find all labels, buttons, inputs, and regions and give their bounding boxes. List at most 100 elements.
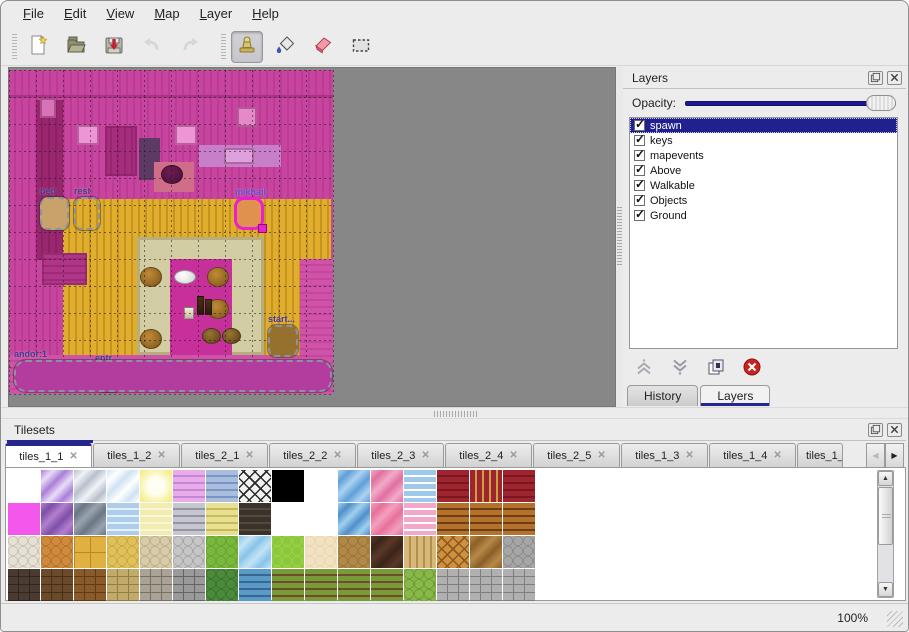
open-file-button[interactable]	[60, 31, 92, 63]
tile[interactable]	[338, 536, 370, 568]
tile[interactable]	[140, 536, 172, 568]
tile[interactable]	[173, 536, 205, 568]
layer-row-walkable[interactable]: ✓ Walkable	[630, 177, 897, 193]
close-panel-button[interactable]	[887, 70, 902, 85]
tile[interactable]	[437, 569, 469, 601]
tileset-tab-tiles_1_1[interactable]: tiles_1_1 ✕	[5, 443, 92, 468]
tile[interactable]	[338, 569, 370, 601]
tile[interactable]	[41, 569, 73, 601]
tile[interactable]	[470, 569, 502, 601]
raise-layer-button[interactable]	[633, 358, 655, 380]
close-tab-icon[interactable]: ✕	[157, 450, 166, 461]
layer-visibility-checkbox[interactable]: ✓	[634, 147, 645, 161]
lower-layer-button[interactable]	[669, 358, 691, 380]
opacity-slider-track[interactable]	[685, 101, 896, 106]
map-object-bed[interactable]: bed	[40, 186, 69, 230]
tile[interactable]	[470, 536, 502, 568]
toolbar-grip[interactable]	[12, 34, 17, 60]
tile[interactable]	[8, 536, 40, 568]
tile[interactable]	[272, 503, 304, 535]
menu-map[interactable]: Map	[154, 5, 180, 21]
float-panel-button[interactable]	[868, 422, 883, 437]
tile[interactable]	[404, 470, 436, 502]
tile[interactable]	[503, 503, 535, 535]
close-tab-icon[interactable]: ✕	[685, 450, 694, 461]
new-file-button[interactable]	[22, 31, 54, 63]
undo-button[interactable]	[136, 31, 168, 63]
tile[interactable]	[272, 470, 304, 502]
map-view[interactable]: bed rest mikhail start... entr... andor:1	[8, 67, 616, 407]
tile[interactable]	[272, 569, 304, 601]
tile[interactable]	[206, 503, 238, 535]
tileset-tab-tiles_2_4[interactable]: tiles_2_4 ✕	[445, 443, 532, 468]
opacity-slider-handle[interactable]	[866, 95, 896, 111]
tile[interactable]	[173, 569, 205, 601]
tile[interactable]	[8, 470, 40, 502]
scroll-tabs-right-button[interactable]: ▶	[885, 443, 904, 468]
close-tab-icon[interactable]: ✕	[421, 450, 430, 461]
float-panel-button[interactable]	[868, 70, 883, 85]
selection-handle[interactable]	[258, 224, 267, 233]
tileset-tile-area[interactable]: ▲ ▼	[5, 467, 906, 601]
tile[interactable]	[206, 536, 238, 568]
tileset-tab-tiles_2_1[interactable]: tiles_2_1 ✕	[181, 443, 268, 468]
map-object-rest[interactable]: rest	[74, 186, 100, 230]
tile[interactable]	[371, 536, 403, 568]
menu-layer[interactable]: Layer	[199, 5, 233, 21]
tile[interactable]	[140, 470, 172, 502]
tile[interactable]	[140, 569, 172, 601]
tile[interactable]	[503, 569, 535, 601]
layer-visibility-checkbox[interactable]: ✓	[634, 118, 645, 131]
close-panel-button[interactable]	[887, 422, 902, 437]
tile[interactable]	[107, 503, 139, 535]
tile[interactable]	[239, 470, 271, 502]
duplicate-layer-button[interactable]	[705, 358, 727, 380]
layer-visibility-checkbox[interactable]: ✓	[634, 177, 645, 191]
map-object-andor1[interactable]: andor:1	[14, 349, 332, 392]
layer-visibility-checkbox[interactable]: ✓	[634, 207, 645, 221]
tileset-tab-tiles_2_3[interactable]: tiles_2_3 ✕	[357, 443, 444, 468]
layer-list[interactable]: ✓ spawn ✓ keys ✓ mapevents ✓ Above ✓ Walkable ✓ Obj…	[629, 117, 898, 349]
scroll-tabs-left-button[interactable]: ◀	[866, 443, 885, 468]
tile[interactable]	[371, 569, 403, 601]
tile[interactable]	[371, 470, 403, 502]
tile[interactable]	[74, 536, 106, 568]
dock-tab-layers[interactable]: Layers	[700, 385, 771, 406]
tile[interactable]	[74, 503, 106, 535]
tileset-tab-tiles_1_3[interactable]: tiles_1_3 ✕	[621, 443, 708, 468]
stamp-tool-button[interactable]	[231, 31, 263, 63]
close-tab-icon[interactable]: ✕	[597, 450, 606, 461]
menu-help[interactable]: Help	[252, 5, 279, 21]
scroll-up-button[interactable]: ▲	[878, 471, 893, 486]
redo-button[interactable]	[174, 31, 206, 63]
map[interactable]: bed rest mikhail start... entr... andor:1	[9, 70, 334, 395]
tile[interactable]	[470, 503, 502, 535]
toolbar-grip[interactable]	[221, 34, 226, 60]
tile[interactable]	[503, 470, 535, 502]
close-tab-icon[interactable]: ✕	[245, 450, 254, 461]
tile[interactable]	[206, 569, 238, 601]
layer-row-keys[interactable]: ✓ keys	[630, 132, 897, 148]
tile[interactable]	[470, 470, 502, 502]
tile[interactable]	[41, 503, 73, 535]
close-tab-icon[interactable]: ✕	[509, 450, 518, 461]
tile[interactable]	[305, 536, 337, 568]
tile[interactable]	[239, 503, 271, 535]
vertical-splitter[interactable]	[616, 67, 623, 407]
layer-visibility-checkbox[interactable]: ✓	[634, 132, 645, 146]
tile[interactable]	[8, 503, 40, 535]
tile[interactable]	[107, 470, 139, 502]
menu-view[interactable]: View	[106, 5, 135, 21]
tile[interactable]	[272, 536, 304, 568]
tile[interactable]	[239, 569, 271, 601]
layer-row-ground[interactable]: ✓ Ground	[630, 207, 897, 223]
close-tab-icon[interactable]: ✕	[333, 450, 342, 461]
tileset-tab-tiles_2_2[interactable]: tiles_2_2 ✕	[269, 443, 356, 468]
tile[interactable]	[239, 536, 271, 568]
tile[interactable]	[107, 569, 139, 601]
tile[interactable]	[305, 503, 337, 535]
save-file-button[interactable]	[98, 31, 130, 63]
delete-layer-button[interactable]	[741, 358, 763, 380]
tile[interactable]	[437, 470, 469, 502]
tile[interactable]	[74, 569, 106, 601]
